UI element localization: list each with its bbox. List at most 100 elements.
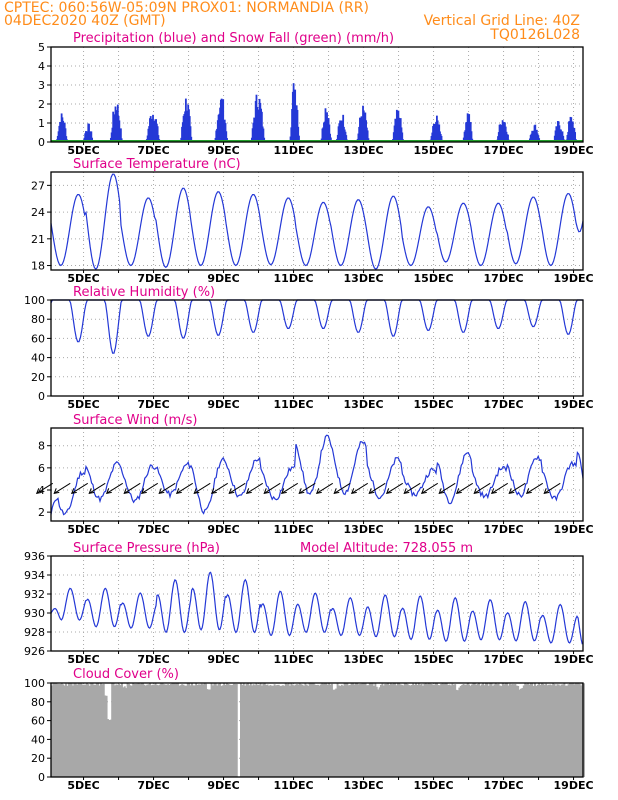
cloud-bar	[577, 683, 580, 777]
cloud-bar	[336, 683, 339, 777]
pressure-ytick-label: 936	[24, 550, 45, 563]
cloud-bar	[163, 684, 165, 777]
cloud-bar	[542, 683, 545, 777]
wind-vector	[36, 482, 54, 494]
cloud-bar	[478, 683, 480, 777]
cloud-bar	[315, 685, 318, 777]
cloud-bar	[406, 683, 409, 777]
cloud-bar	[564, 685, 567, 777]
cloud-bar	[440, 683, 443, 777]
cloud-bar	[212, 685, 214, 777]
cloud-bar	[217, 683, 220, 777]
cloud-bar	[268, 685, 270, 777]
humidity-panel: Relative Humidity (%) 0 20 40 60 80 100 5DEC 7D…	[24, 285, 594, 411]
cloud-ytick-label: 80	[31, 696, 45, 709]
cloud-bar	[245, 683, 248, 777]
cloud-bar	[340, 684, 343, 777]
wind-vector	[403, 482, 421, 494]
cloud-bar	[384, 683, 387, 777]
cloud-bar	[66, 685, 69, 777]
cloud-bar	[79, 683, 81, 777]
cloud-bar	[536, 684, 539, 777]
wind-vector-head	[280, 488, 287, 495]
pressure-panel-title: Surface Pressure (hPa)	[73, 541, 220, 556]
precip-bar	[562, 135, 565, 142]
cloud-bar	[193, 685, 196, 777]
cloud-bar	[283, 685, 286, 777]
wind-vector	[508, 482, 526, 494]
cloud-bar	[520, 688, 522, 777]
pressure-xtick-label: 9DEC	[207, 653, 239, 666]
cloud-bar	[368, 683, 371, 777]
cloud-bar	[394, 683, 396, 777]
wind-vector-head	[368, 488, 375, 495]
cloud-bar	[443, 683, 445, 777]
cloud-bar	[494, 683, 497, 777]
wind-xtick-label: 5DEC	[67, 523, 99, 536]
cloud-bar	[109, 719, 112, 777]
cloud-bar	[357, 684, 360, 777]
cloud-bar	[507, 685, 510, 777]
cloud-bar	[304, 683, 307, 777]
cloud-bar	[107, 719, 109, 777]
cloud-bar	[294, 684, 297, 777]
cloud-bar	[486, 683, 489, 777]
cloud-bar	[266, 684, 269, 777]
wind-vector-head	[53, 488, 60, 495]
cloud-bar	[94, 684, 97, 777]
cloud-bar	[192, 685, 195, 777]
cloud-bar	[244, 685, 247, 777]
cloud-bar	[73, 683, 76, 777]
humidity-xtick-label: 17DEC	[484, 398, 524, 411]
cloud-bar	[276, 684, 279, 777]
cloud-bar	[252, 684, 255, 777]
temperature-series-line	[50, 173, 584, 270]
cloud-bar	[258, 684, 261, 777]
cloud-bar	[188, 683, 191, 777]
temperature-xtick-label: 13DEC	[344, 272, 384, 285]
cloud-bar	[296, 684, 298, 777]
precip-xtick-label: 11DEC	[274, 144, 314, 157]
cloud-bar	[135, 683, 137, 777]
cloud-bar	[123, 686, 126, 777]
cloud-bar	[408, 685, 410, 777]
cloud-bar	[415, 683, 417, 777]
cloud-bar	[158, 684, 161, 777]
precip-bar	[329, 137, 332, 142]
wind-vector	[88, 482, 106, 494]
cloud-bar	[380, 684, 382, 777]
cloud-bar	[132, 683, 135, 777]
precip-ytick-label: 4	[38, 60, 45, 73]
cloud-bar	[69, 683, 72, 777]
cloud-bar	[198, 684, 200, 777]
cloud-bar	[370, 683, 373, 777]
cloud-bar	[182, 684, 185, 777]
wind-vector-head	[210, 488, 217, 495]
cloud-bar	[172, 683, 175, 777]
cloud-bar	[53, 683, 56, 777]
precip-plot-border	[50, 46, 584, 143]
cloud-bar	[506, 683, 508, 777]
pressure-panel: Surface Pressure (hPa) Model Altitude: 7…	[24, 541, 594, 666]
cloud-bar	[319, 684, 322, 777]
cloud-bar	[105, 695, 108, 777]
cloud-bar	[308, 683, 311, 777]
cloud-bar	[175, 683, 178, 777]
cloud-bar	[60, 683, 63, 777]
wind-vector-head	[245, 488, 252, 495]
cloud-bar	[580, 685, 583, 777]
cloud-bar	[125, 688, 128, 777]
cloud-bar	[466, 683, 469, 777]
precip-bar	[440, 135, 443, 142]
cloud-bar	[154, 683, 157, 777]
cloud-bar	[535, 685, 538, 777]
cloud-bar	[377, 689, 380, 777]
cloud-bar	[576, 683, 578, 777]
cloud-bar	[496, 684, 499, 777]
cloud-bar	[170, 684, 172, 777]
cloud-bar	[515, 685, 518, 777]
cloud-bar	[116, 684, 119, 777]
cloud-bar	[88, 685, 91, 777]
cloud-bar	[522, 685, 525, 777]
cloud-bar	[527, 683, 529, 777]
